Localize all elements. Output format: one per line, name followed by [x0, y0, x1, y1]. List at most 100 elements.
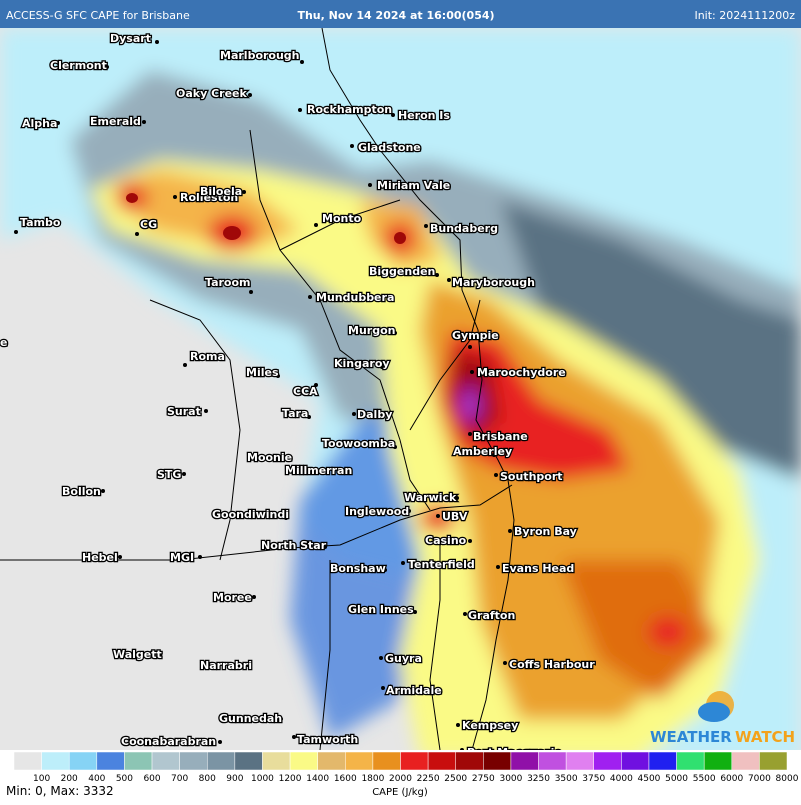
legend-swatch [565, 751, 595, 771]
legend-swatch [676, 751, 705, 771]
place-label: Murgon [348, 324, 395, 337]
place-marker [393, 331, 397, 335]
place-marker [198, 555, 202, 559]
place-marker [276, 374, 280, 378]
place-label: Moonie [247, 451, 292, 464]
place-marker [379, 656, 383, 660]
place-label: Gladstone [358, 141, 421, 154]
place-marker [246, 663, 250, 667]
place-label: Warwick [404, 491, 457, 504]
legend-swatch [538, 751, 567, 771]
legend-label: 1800 [361, 774, 384, 784]
place-label: Port Macquarie [467, 746, 562, 759]
legend-swatch [372, 751, 401, 771]
place-marker [508, 529, 512, 533]
legend-label: 500 [116, 774, 133, 784]
place-marker [503, 661, 507, 665]
place-marker [307, 415, 311, 419]
place-label: Tara [282, 407, 308, 420]
legend-swatch [151, 751, 180, 771]
place-marker [468, 345, 472, 349]
place-marker [470, 370, 474, 374]
legend-swatch [317, 751, 346, 771]
place-marker [348, 468, 352, 472]
place-marker [460, 748, 464, 750]
place-label: Gympie [452, 329, 499, 342]
place-label: North Star [261, 539, 327, 552]
place-label: Maryborough [452, 276, 535, 289]
header-valid: Thu, Nov 14 2024 at 16:00(054) [297, 9, 494, 22]
place-label: Southport [500, 470, 563, 483]
place-marker [494, 473, 498, 477]
place-label: Maroochydore [477, 366, 566, 379]
legend-swatch [621, 751, 650, 771]
place-marker [436, 514, 440, 518]
place-label: Marlborough [220, 49, 300, 62]
legend-label: 5000 [665, 774, 688, 784]
place-label: Toowoomba [322, 437, 395, 450]
legend-swatch [510, 751, 539, 771]
place-marker [314, 383, 318, 387]
legend-label: 4000 [610, 774, 633, 784]
place-label: Bundaberg [430, 222, 498, 235]
legend-swatch [427, 751, 456, 771]
place-label: Tenterfield [408, 558, 475, 571]
place-label: Bollon [62, 485, 101, 498]
legend-label: 700 [171, 774, 188, 784]
place-marker [381, 686, 385, 690]
place-label: Heron Is [398, 109, 450, 122]
legend-label: 7000 [748, 774, 771, 784]
place-label: Brisbane [473, 430, 528, 443]
place-label: CG [140, 218, 157, 231]
place-marker [242, 190, 246, 194]
place-marker [413, 610, 417, 614]
place-marker [101, 489, 105, 493]
place-label: Casino [425, 534, 467, 547]
place-label: Tamworth [297, 733, 358, 746]
legend-swatch [207, 751, 236, 771]
place-label: Mundubbera [316, 291, 394, 304]
legend-label: 2250 [417, 774, 440, 784]
legend-label: 2000 [389, 774, 412, 784]
legend-swatch [68, 751, 98, 771]
legend-label: 1200 [279, 774, 302, 784]
place-label: e [0, 336, 7, 349]
place-label: Coonabarabran [121, 735, 216, 748]
place-marker [248, 93, 252, 97]
place-marker [435, 273, 439, 277]
place-marker [463, 612, 467, 616]
place-label: Emerald [90, 115, 141, 128]
place-label: Walgett [113, 648, 162, 661]
place-marker [352, 412, 356, 416]
legend-swatch [179, 751, 208, 771]
place-marker [300, 60, 304, 64]
place-marker [401, 561, 405, 565]
legend-swatch [13, 751, 42, 771]
legend-swatch [731, 751, 760, 771]
header-init: Init: 2024111200z [694, 9, 795, 22]
place-marker [288, 456, 292, 460]
place-label: Biggenden [369, 265, 435, 278]
place-label: Miriam Vale [377, 179, 450, 192]
place-label: Moree [213, 591, 252, 604]
min-max: Min: 0, Max: 3332 [6, 784, 114, 798]
legend-label: 6000 [720, 774, 743, 784]
legend-swatch [400, 751, 429, 771]
place-marker [204, 409, 208, 413]
place-label: CCA [293, 385, 318, 398]
place-marker [142, 120, 146, 124]
place-marker [391, 113, 395, 117]
place-marker [173, 195, 177, 199]
watermark: WEATHER WATCH [650, 691, 795, 746]
place-label: Biloela [200, 185, 242, 198]
legend: 100 200 400 500 600 700 800 900 1000 1200 1400 1600… [13, 751, 799, 784]
place-marker [118, 555, 122, 559]
header-bar [0, 0, 801, 28]
legend-swatch [648, 751, 677, 771]
legend-swatch [759, 751, 788, 771]
legend-label: 100 [33, 774, 50, 784]
legend-swatch [593, 751, 622, 771]
place-label: Hebel [82, 551, 118, 564]
